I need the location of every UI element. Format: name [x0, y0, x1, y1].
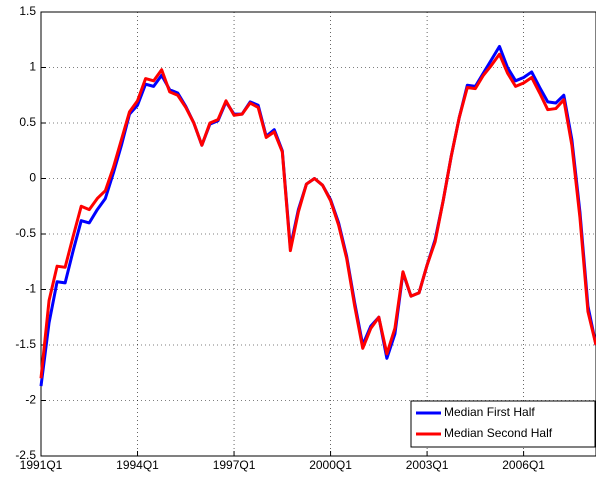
legend-label: Median Second Half	[444, 426, 553, 440]
line-series	[39, 52, 596, 379]
y-tick-label: 0.5	[19, 115, 36, 129]
y-tick-label: 1.5	[19, 4, 36, 18]
y-tick-label: -0.5	[15, 226, 36, 240]
x-tick-label: 2003Q1	[406, 458, 449, 472]
x-tick-label: 2006Q1	[502, 458, 545, 472]
x-tick-label: 1994Q1	[116, 458, 159, 472]
x-tick-label: 2000Q1	[309, 458, 352, 472]
y-tick-label: -1	[25, 282, 36, 296]
y-tick-label: -2.5	[15, 448, 36, 462]
axes-box	[40, 11, 596, 457]
legend	[410, 400, 596, 448]
y-tick-label: 0	[29, 171, 36, 185]
y-tick-label: 1	[29, 60, 36, 74]
y-tick-label: -1.5	[15, 337, 36, 351]
y-tick-label: -2	[25, 393, 36, 407]
x-tick-label: 1997Q1	[213, 458, 256, 472]
legend-label: Median First Half	[444, 405, 535, 419]
x-tick-label: 1991Q1	[20, 458, 63, 472]
